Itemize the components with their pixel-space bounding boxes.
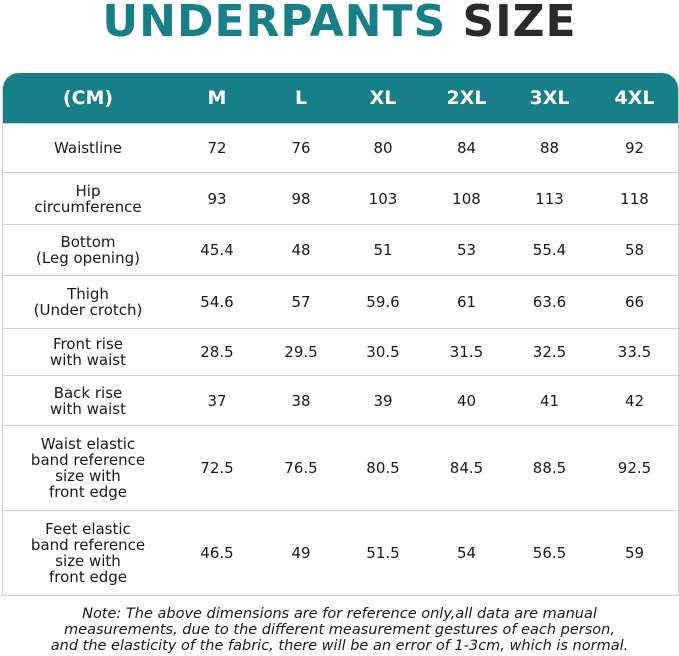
table-cell: 72 [207, 139, 227, 157]
table-cell: 33.5 [617, 343, 652, 361]
table-cell: 76.5 [284, 459, 318, 477]
table-row: Hip circumference 93 98 103 108 113 118 [3, 172, 678, 224]
table-cell: 118 [620, 189, 649, 208]
table-row: Front rise with waist 28.5 29.5 30.5 31.… [3, 328, 678, 375]
header-unit: (CM) [62, 87, 114, 109]
table-row: Bottom (Leg opening) 45.4 48 51 53 55.4 … [3, 224, 678, 275]
table-cell: 28.5 [200, 343, 234, 361]
table-cell: 108 [452, 189, 481, 208]
note-line: and the elasticity of the fabric, there … [50, 638, 629, 654]
header-size-l: L [294, 87, 308, 109]
table-cell: 57 [291, 293, 311, 311]
title-underpants: UNDERPANTS [102, 0, 447, 47]
table-cell: 29.5 [284, 343, 318, 361]
table-cell: 66 [624, 293, 645, 311]
title-size: SIZE [462, 0, 577, 47]
table-cell: 42 [624, 391, 645, 410]
table-row: Thigh (Under crotch) 54.6 57 59.6 61 63.… [3, 275, 678, 328]
table-cell: 63.6 [532, 293, 567, 311]
table-cell: 98 [291, 189, 311, 208]
table-cell: 72.5 [200, 459, 234, 477]
row-label: Waist elastic band reference size with f… [30, 435, 146, 501]
table-cell: 61 [456, 293, 477, 311]
header-size-m: M [207, 87, 227, 109]
table-cell: 49 [291, 544, 311, 562]
table-cell: 92.5 [617, 459, 652, 477]
table-cell: 92 [624, 139, 645, 157]
header-size-xl: XL [369, 87, 397, 109]
table-cell: 113 [535, 189, 564, 208]
table-cell: 103 [368, 189, 398, 208]
table-cell: 45.4 [200, 241, 234, 259]
note-line: measurements, due to the different measu… [64, 622, 615, 638]
table-cell: 59 [624, 544, 645, 562]
table-cell: 37 [207, 391, 227, 410]
table-cell: 88.5 [532, 459, 567, 477]
table-row: Back rise with waist 37 38 39 40 41 42 [3, 375, 678, 425]
table-cell: 80.5 [366, 459, 400, 477]
table-cell: 31.5 [449, 343, 484, 361]
table-cell: 46.5 [200, 544, 234, 562]
note-line: Note: The above dimensions are for refer… [82, 606, 597, 622]
table-cell: 56.5 [532, 544, 567, 562]
row-label: Waistline [54, 139, 122, 157]
table-row: Waistline 72 76 80 84 88 92 [3, 123, 678, 172]
table-cell: 51 [373, 241, 393, 259]
header-size-3xl: 3XL [529, 87, 570, 109]
table-cell: 53 [456, 241, 477, 259]
table-cell: 54.6 [200, 293, 234, 311]
table-cell: 51.5 [366, 544, 400, 562]
row-label: Hip circumference [34, 181, 142, 216]
table-cell: 58 [624, 241, 645, 259]
page-title: UNDERPANTS SIZE [0, 0, 679, 52]
table-cell: 40 [456, 391, 477, 410]
table-cell: 59.6 [366, 293, 400, 311]
table-cell: 88 [539, 139, 560, 157]
table-row: Waist elastic band reference size with f… [3, 425, 678, 510]
table-cell: 76 [291, 139, 311, 157]
row-label: Thigh (Under crotch) [33, 285, 143, 319]
row-label: Front rise with waist [50, 335, 126, 369]
table-cell: 30.5 [366, 343, 400, 361]
table-cell: 84 [456, 139, 477, 157]
table-cell: 32.5 [532, 343, 567, 361]
size-table: (CM) M L XL 2XL 3XL 4XL Waistline 72 76 … [2, 73, 679, 596]
table-cell: 55.4 [532, 241, 567, 259]
row-label: Back rise with waist [50, 383, 126, 418]
table-header-row: (CM) M L XL 2XL 3XL 4XL [3, 73, 678, 123]
table-cell: 80 [373, 139, 393, 157]
disclaimer-note: Note: The above dimensions are for refer… [0, 606, 679, 654]
table-cell: 93 [207, 189, 227, 208]
table-cell: 39 [373, 391, 393, 410]
table-cell: 38 [291, 391, 311, 410]
header-size-4xl: 4XL [614, 87, 655, 109]
table-cell: 41 [539, 391, 560, 410]
table-cell: 54 [456, 544, 477, 562]
row-label: Feet elastic band reference size with fr… [30, 520, 146, 586]
table-cell: 84.5 [449, 459, 484, 477]
table-row: Feet elastic band reference size with fr… [3, 510, 678, 595]
table-cell: 48 [291, 241, 311, 259]
row-label: Bottom (Leg opening) [36, 233, 140, 267]
header-size-2xl: 2XL [446, 87, 487, 109]
